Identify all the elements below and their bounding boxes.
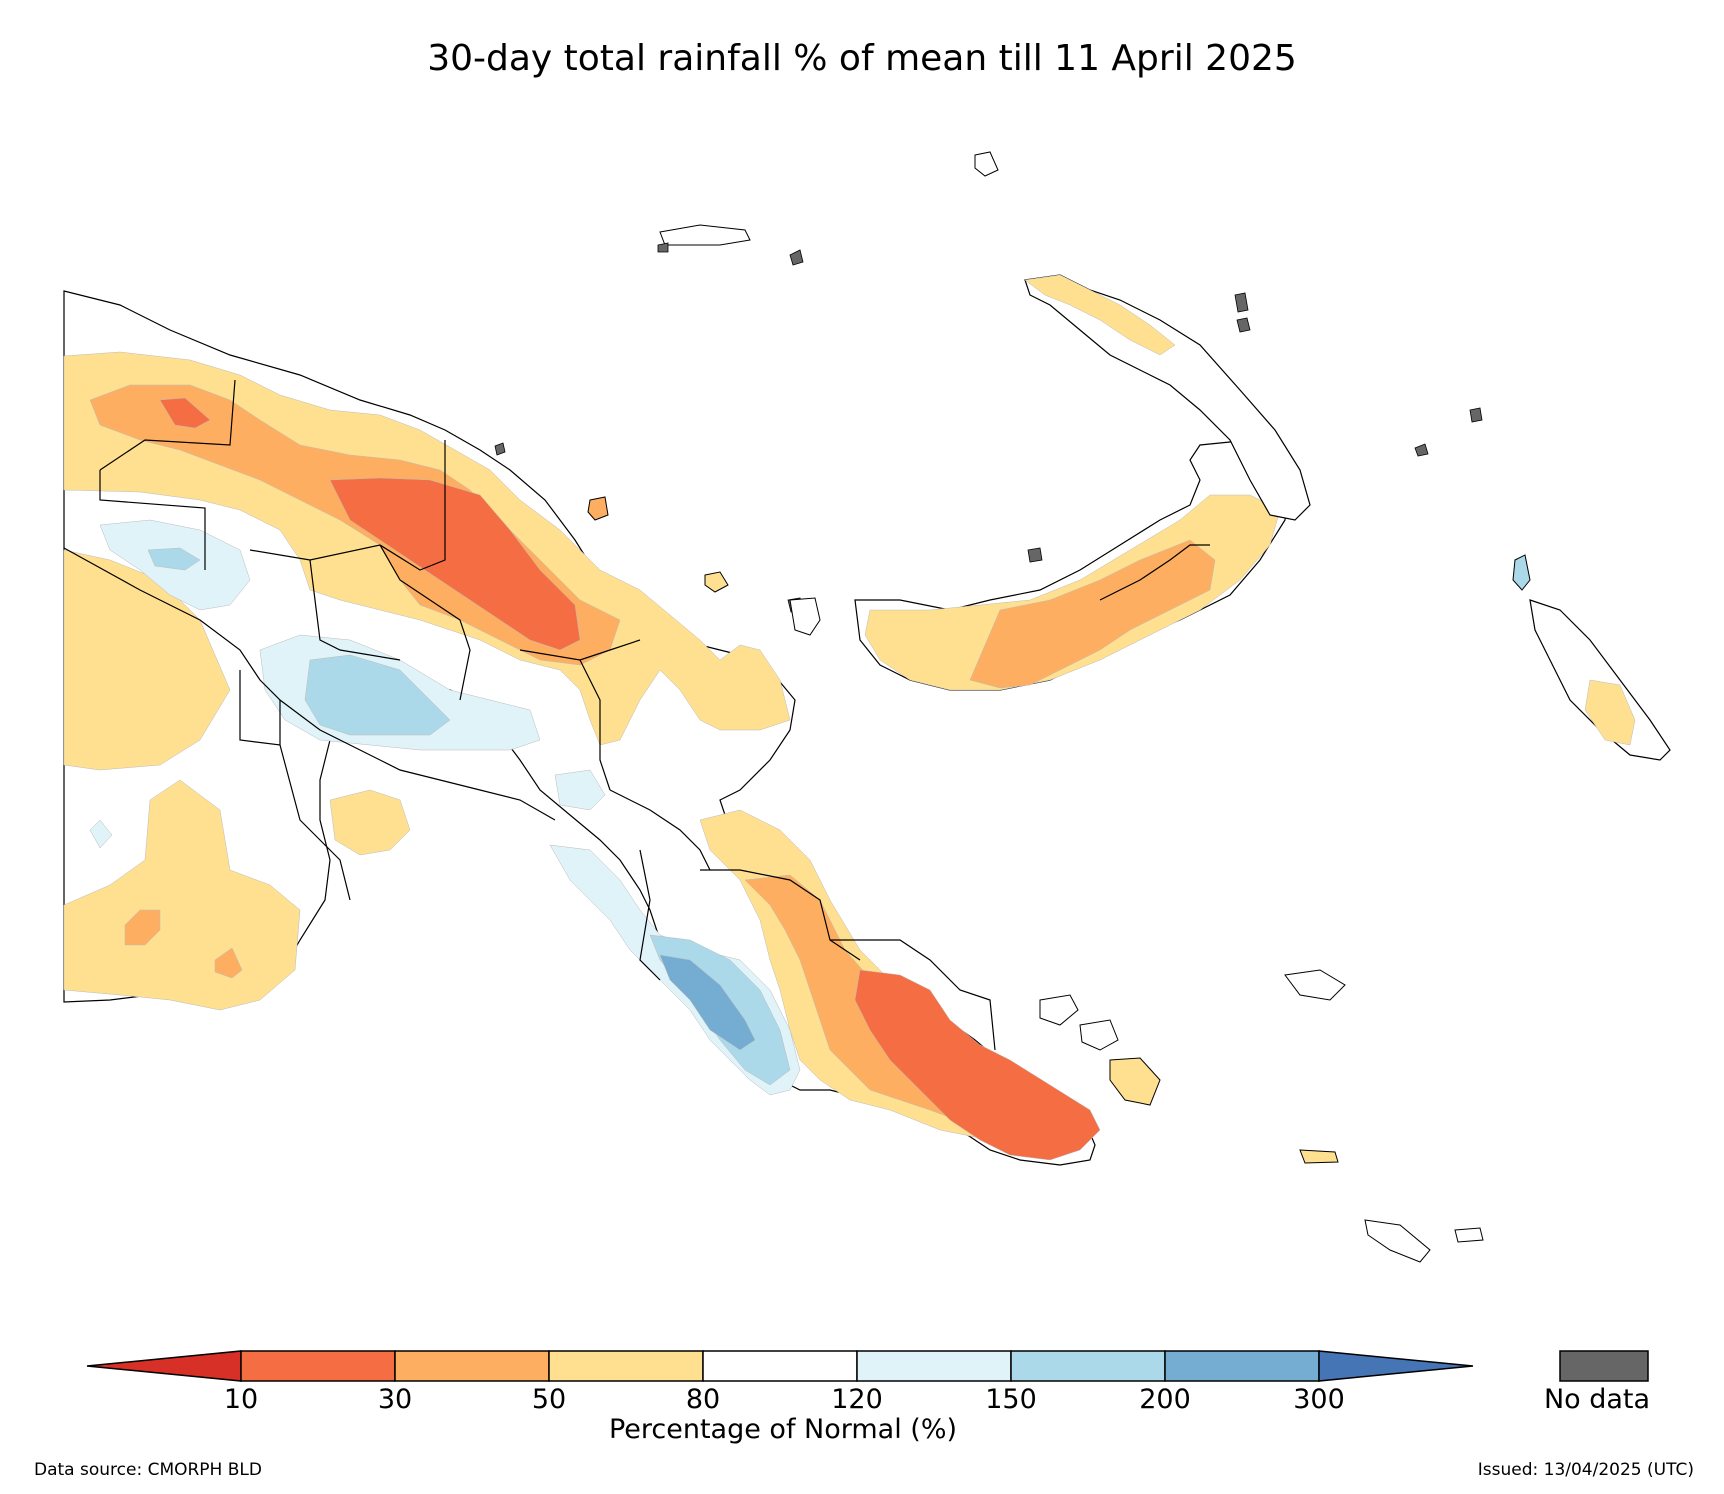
region-200-300-coast [659,954,756,1051]
manus-nodata [657,242,669,253]
colorbar-tick-200: 200 [1139,1384,1191,1415]
island-nodata-5 [1414,443,1429,457]
region-30-50-southwest-a [124,909,161,946]
island-trobriand [1284,969,1346,1001]
new-britain-boundary [1099,544,1210,601]
island-dentrecasteaux-2 [1079,1019,1119,1051]
colorbar-bin-30-50 [394,1350,550,1382]
manus-island [659,224,751,246]
region-30-50-southwest-b [214,947,243,979]
colorbar-bin-under [86,1350,242,1382]
region-150-200-highlands-west [147,547,201,571]
region-10-30-owen-stanley [854,969,1101,1161]
mainland [63,290,1101,1166]
bougainville-land [1529,599,1671,761]
island-nodata-4 [494,442,506,456]
region-50-80-west [63,549,231,771]
colorbar-bin-150-200 [1010,1350,1166,1382]
region-10-30-sepik [329,477,581,651]
island-karkar [587,496,609,521]
colorbar-tick-30: 30 [377,1384,413,1415]
no-data-swatch [1559,1350,1649,1382]
region-120-150-west-dot [89,819,113,849]
new-ireland [1024,274,1311,521]
new-britain-30-50 [969,539,1216,689]
island-buka-adj [1469,407,1483,423]
bougainville-150-200 [1512,554,1531,591]
colorbar-bin-200-300 [1164,1350,1320,1382]
colorbar-tick-10: 10 [223,1384,259,1415]
issued-date: Issued: 13/04/2025 (UTC) [1477,1460,1694,1480]
island-nodata-2 [1234,292,1249,313]
region-150-200-highlands [304,654,451,736]
region-120-150-mid [554,769,606,811]
bougainville [1512,554,1671,761]
province-boundaries [63,379,996,1051]
island-nodata-3 [1236,317,1251,333]
colorbar-bin-over [1318,1350,1474,1382]
region-10-30-far-north [159,397,211,429]
island-nodata-6 [1027,547,1043,563]
no-data-label: No data [1543,1384,1651,1415]
colorbar-tick-80: 80 [685,1384,721,1415]
colorbar-bin-80-120 [702,1350,858,1382]
colorbar-bin-50-80 [548,1350,704,1382]
island-dentrecasteaux-3 [1109,1057,1161,1106]
colorbar-tick-120: 120 [831,1384,883,1415]
island-long [704,571,729,593]
colorbar-bin-120-150 [856,1350,1012,1382]
region-50-80-southwest [63,779,301,1011]
colorbar-bin-10-30 [240,1350,396,1382]
island-nodata-1 [789,249,804,266]
island-rossel [1364,1219,1431,1263]
colorbar-tick-300: 300 [1293,1384,1345,1415]
colorbar-label: Percentage of Normal (%) [608,1414,958,1445]
data-source: Data source: CMORPH BLD [34,1460,262,1480]
bougainville-50-80 [1584,679,1636,746]
map-title: 30-day total rainfall % of mean till 11 … [427,38,1297,79]
island-umboi [789,597,821,636]
islands [494,151,1484,1263]
colorbar-tick-150: 150 [985,1384,1037,1415]
new-britain [854,439,1291,691]
island-dentrecasteaux-1 [1039,994,1079,1026]
colorbar [86,1350,1649,1382]
island-woodlark [1299,1149,1339,1164]
colorbar-tick-50: 50 [531,1384,567,1415]
region-50-80-gulf [329,789,411,856]
new-ireland-land [1024,274,1311,521]
island-tagula [1454,1227,1484,1243]
new-ireland-50-80 [1024,274,1176,356]
island-mussau [974,151,999,177]
